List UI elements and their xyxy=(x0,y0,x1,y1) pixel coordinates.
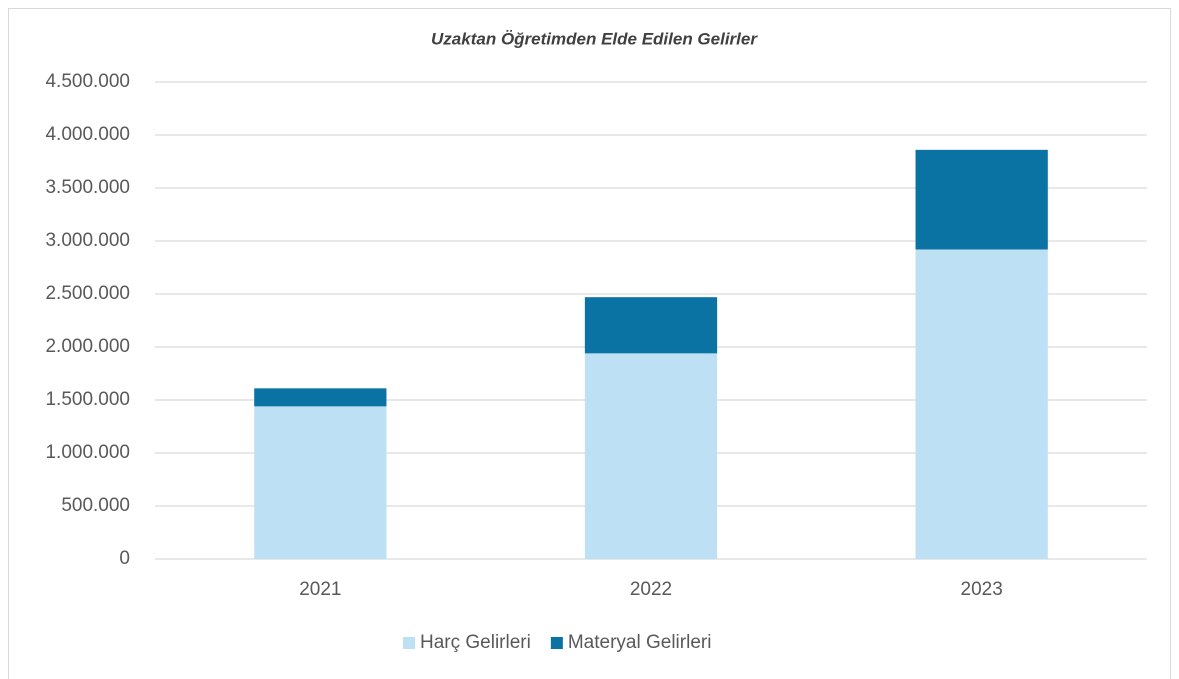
bar-segment xyxy=(254,406,387,559)
legend-label: Harç Gelirleri xyxy=(420,632,531,653)
bar-segment xyxy=(584,297,718,354)
y-tick-label: 0 xyxy=(119,548,130,569)
x-tick-label: 2023 xyxy=(961,579,1003,600)
legend-swatch xyxy=(403,637,415,649)
y-tick-label: 4.500.000 xyxy=(45,71,130,92)
y-tick-label: 1.000.000 xyxy=(45,442,130,463)
y-tick-label: 1.500.000 xyxy=(45,389,130,410)
x-tick-label: 2021 xyxy=(299,579,341,600)
x-tick-label: 2022 xyxy=(630,579,672,600)
bar-segment xyxy=(584,353,718,559)
y-tick-label: 500.000 xyxy=(61,495,130,516)
bar-segment xyxy=(254,388,387,407)
bar-segment xyxy=(915,149,1048,250)
bar-segment xyxy=(915,249,1048,560)
y-tick-label: 2.500.000 xyxy=(45,283,130,304)
y-tick-label: 4.000.000 xyxy=(45,124,130,145)
y-tick-label: 2.000.000 xyxy=(45,336,130,357)
chart-title: Uzaktan Öğretimden Elde Edilen Gelirler xyxy=(431,29,758,48)
legend-label: Materyal Gelirleri xyxy=(568,632,712,653)
y-tick-label: 3.000.000 xyxy=(45,230,130,251)
y-tick-label: 3.500.000 xyxy=(45,177,130,198)
legend-swatch xyxy=(550,637,563,649)
